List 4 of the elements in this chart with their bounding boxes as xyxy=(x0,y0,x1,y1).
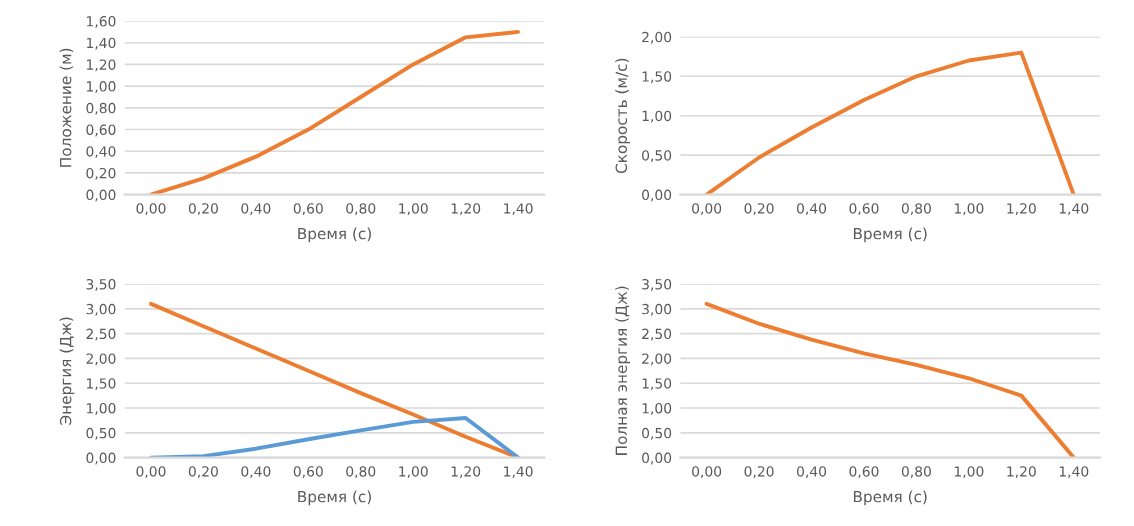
line-series xyxy=(149,415,521,458)
line-series xyxy=(149,29,521,195)
line-series xyxy=(704,50,1076,195)
line-series xyxy=(704,301,1076,458)
